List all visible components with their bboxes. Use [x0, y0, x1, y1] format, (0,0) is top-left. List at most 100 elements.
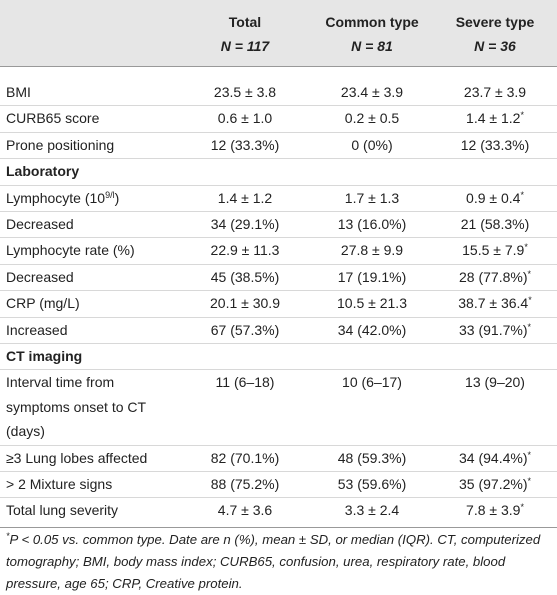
- cell-superscript: *: [520, 110, 524, 121]
- row-label: Prone positioning: [6, 136, 115, 153]
- row-rule: [0, 132, 557, 133]
- cell-superscript: *: [527, 321, 531, 332]
- row-label: Lymphocyte (109/l): [6, 186, 119, 211]
- cell-superscript: *: [528, 295, 532, 306]
- table-cell: 11 (6–18): [215, 374, 275, 391]
- table-cell: 35 (97.2%)*: [436, 472, 554, 497]
- row-rule: [0, 158, 557, 159]
- cell-text: 35 (97.2%): [459, 476, 528, 492]
- column-n: N = 117: [220, 38, 270, 54]
- table-cell: 7.8 ± 3.9*: [436, 498, 554, 523]
- table-cell: 20.1 ± 30.9: [210, 295, 280, 312]
- table-cell: 67 (57.3%): [210, 321, 280, 338]
- table-cell: 33 (91.7%)*: [436, 318, 554, 343]
- column-title: Total: [228, 14, 262, 30]
- table-cell: 34 (42.0%): [337, 321, 407, 338]
- table-cell: 22.9 ± 11.3: [210, 242, 280, 259]
- table-cell: 0 (0%): [351, 136, 393, 153]
- row-rule: [0, 369, 557, 370]
- row-rule: [0, 185, 557, 186]
- table-cell: 10.5 ± 21.3: [337, 295, 407, 312]
- table-cell: 15.5 ± 7.9*: [436, 238, 554, 263]
- cell-text: 1.4 ± 1.2: [466, 110, 521, 127]
- table-cell: 23.4 ± 3.9: [340, 84, 404, 100]
- row-label: CURB65 score: [6, 110, 100, 127]
- table-cell: 12 (33.3%): [210, 136, 280, 153]
- row-rule: [0, 290, 557, 291]
- row-label: Total lung severity: [6, 502, 119, 519]
- table-cell: 1.4 ± 1.2: [217, 189, 273, 206]
- cell-text: 34 (94.4%): [459, 449, 528, 466]
- table-cell: 0.9 ± 0.4*: [436, 186, 554, 211]
- footnote-mark: *: [6, 531, 10, 541]
- row-rule: [0, 343, 557, 344]
- table-cell: 82 (70.1%): [210, 449, 280, 466]
- table-cell: 48 (59.3%): [337, 449, 407, 466]
- table-cell: 0.2 ± 0.5: [344, 110, 400, 127]
- table-cell: 0.6 ± 1.0: [217, 110, 273, 127]
- table-cell: 88 (75.2%): [210, 476, 280, 492]
- row-label: Interval time from symptoms onset to CT (d…: [6, 370, 146, 444]
- table-cell: 34 (94.4%)*: [436, 446, 554, 471]
- cell-text: 33 (91.7%): [459, 321, 528, 338]
- row-label: CRP (mg/L): [6, 295, 80, 312]
- section-label: Laboratory: [6, 163, 80, 180]
- table-cell: 1.7 ± 1.3: [344, 189, 400, 206]
- row-label: Decreased: [6, 216, 74, 232]
- table-cell: 3.3 ± 2.4: [344, 502, 400, 519]
- table-cell: 17 (19.1%): [337, 268, 407, 285]
- cell-superscript: *: [524, 242, 528, 253]
- row-rule: [0, 527, 557, 528]
- table-cell: 28 (77.8%)*: [436, 265, 554, 290]
- label-line: (days): [6, 423, 45, 440]
- table-cell: 12 (33.3%): [460, 136, 530, 153]
- header-background: [0, 0, 557, 66]
- table-cell: 27.8 ± 9.9: [340, 242, 404, 259]
- table-cell: 53 (59.6%): [337, 476, 407, 492]
- row-label: Lymphocyte rate (%): [6, 242, 135, 259]
- row-rule: [0, 497, 557, 498]
- cell-text: ): [114, 189, 120, 206]
- row-rule: [0, 237, 557, 238]
- cell-superscript: *: [527, 476, 531, 486]
- row-label: > 2 Mixture signs: [6, 476, 113, 492]
- cell-superscript: *: [520, 189, 524, 200]
- table-cell: 21 (58.3%): [460, 216, 530, 232]
- column-title: Common type: [325, 14, 419, 30]
- row-label: BMI: [6, 84, 31, 100]
- cell-text: Lymphocyte (10: [6, 189, 106, 206]
- footnote: *P < 0.05 vs. common type. Date are n (%…: [6, 529, 551, 595]
- cell-superscript: *: [527, 268, 531, 279]
- cell-text: 7.8 ± 3.9: [466, 502, 521, 519]
- table-cell: 38.7 ± 36.4*: [436, 291, 554, 316]
- cell-superscript: *: [527, 449, 531, 460]
- footnote-text: P < 0.05 vs. common type. Date are n (%)…: [6, 532, 541, 591]
- cell-text: 28 (77.8%): [459, 268, 528, 285]
- cell-text: 38.7 ± 36.4: [458, 295, 529, 312]
- column-title: Severe type: [455, 14, 535, 30]
- row-rule: [0, 445, 557, 446]
- label-line: symptoms onset to CT: [6, 398, 147, 415]
- cell-text: 0.9 ± 0.4: [466, 189, 521, 206]
- row-label: Decreased: [6, 268, 74, 285]
- cell-superscript: *: [520, 502, 524, 513]
- table-cell: 13 (9–20): [465, 374, 525, 391]
- row-label: ≥3 Lung lobes affected: [6, 449, 148, 466]
- row-rule: [0, 264, 557, 265]
- table-cell: 13 (16.0%): [337, 216, 407, 232]
- row-rule: [0, 471, 557, 472]
- table-cell: 4.7 ± 3.6: [217, 502, 273, 519]
- row-label: Increased: [6, 321, 68, 338]
- column-n: N = 81: [351, 38, 393, 54]
- row-rule: [0, 105, 557, 106]
- table-cell: 23.7 ± 3.9: [463, 84, 527, 100]
- row-rule: [0, 317, 557, 318]
- table-cell: 23.5 ± 3.8: [213, 84, 277, 100]
- row-rule: [0, 211, 557, 212]
- table-cell: 10 (6–17): [342, 374, 402, 391]
- table-cell: 34 (29.1%): [210, 216, 280, 232]
- column-n: N = 36: [474, 38, 516, 54]
- row-rule: [0, 66, 557, 67]
